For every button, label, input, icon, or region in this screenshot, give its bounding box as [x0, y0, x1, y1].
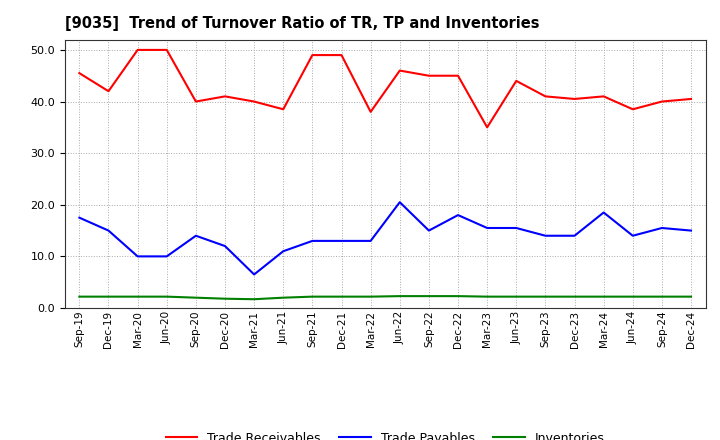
- Inventories: [512, 294, 521, 299]
- Trade Payables: [454, 213, 462, 218]
- Trade Payables: [366, 238, 375, 244]
- Trade Payables: [629, 233, 637, 238]
- Inventories: [687, 294, 696, 299]
- Inventories: [599, 294, 608, 299]
- Trade Payables: [512, 225, 521, 231]
- Trade Payables: [337, 238, 346, 244]
- Trade Payables: [541, 233, 550, 238]
- Inventories: [220, 296, 229, 301]
- Trade Payables: [308, 238, 317, 244]
- Trade Receivables: [425, 73, 433, 78]
- Inventories: [657, 294, 666, 299]
- Trade Payables: [657, 225, 666, 231]
- Legend: Trade Receivables, Trade Payables, Inventories: Trade Receivables, Trade Payables, Inven…: [161, 427, 610, 440]
- Trade Receivables: [133, 47, 142, 52]
- Trade Receivables: [192, 99, 200, 104]
- Trade Receivables: [570, 96, 579, 102]
- Line: Trade Receivables: Trade Receivables: [79, 50, 691, 127]
- Inventories: [75, 294, 84, 299]
- Trade Payables: [687, 228, 696, 233]
- Inventories: [308, 294, 317, 299]
- Trade Receivables: [629, 106, 637, 112]
- Inventories: [629, 294, 637, 299]
- Trade Receivables: [366, 109, 375, 114]
- Inventories: [279, 295, 287, 301]
- Trade Payables: [104, 228, 113, 233]
- Trade Receivables: [250, 99, 258, 104]
- Inventories: [192, 295, 200, 301]
- Trade Receivables: [541, 94, 550, 99]
- Trade Payables: [192, 233, 200, 238]
- Inventories: [395, 293, 404, 299]
- Trade Payables: [483, 225, 492, 231]
- Inventories: [104, 294, 113, 299]
- Inventories: [483, 294, 492, 299]
- Inventories: [366, 294, 375, 299]
- Trade Receivables: [220, 94, 229, 99]
- Trade Payables: [133, 254, 142, 259]
- Inventories: [454, 293, 462, 299]
- Trade Payables: [250, 272, 258, 277]
- Trade Receivables: [163, 47, 171, 52]
- Trade Payables: [163, 254, 171, 259]
- Inventories: [541, 294, 550, 299]
- Trade Receivables: [75, 70, 84, 76]
- Trade Receivables: [279, 106, 287, 112]
- Trade Payables: [395, 200, 404, 205]
- Trade Receivables: [308, 52, 317, 58]
- Trade Payables: [75, 215, 84, 220]
- Trade Payables: [425, 228, 433, 233]
- Trade Payables: [220, 243, 229, 249]
- Trade Receivables: [337, 52, 346, 58]
- Trade Payables: [599, 210, 608, 215]
- Trade Receivables: [512, 78, 521, 84]
- Text: [9035]  Trend of Turnover Ratio of TR, TP and Inventories: [9035] Trend of Turnover Ratio of TR, TP…: [65, 16, 539, 32]
- Inventories: [163, 294, 171, 299]
- Trade Payables: [279, 249, 287, 254]
- Inventories: [337, 294, 346, 299]
- Trade Receivables: [599, 94, 608, 99]
- Trade Receivables: [657, 99, 666, 104]
- Trade Receivables: [687, 96, 696, 102]
- Inventories: [250, 297, 258, 302]
- Line: Inventories: Inventories: [79, 296, 691, 299]
- Inventories: [133, 294, 142, 299]
- Line: Trade Payables: Trade Payables: [79, 202, 691, 275]
- Trade Receivables: [483, 125, 492, 130]
- Inventories: [570, 294, 579, 299]
- Trade Receivables: [104, 88, 113, 94]
- Trade Receivables: [454, 73, 462, 78]
- Trade Receivables: [395, 68, 404, 73]
- Inventories: [425, 293, 433, 299]
- Trade Payables: [570, 233, 579, 238]
